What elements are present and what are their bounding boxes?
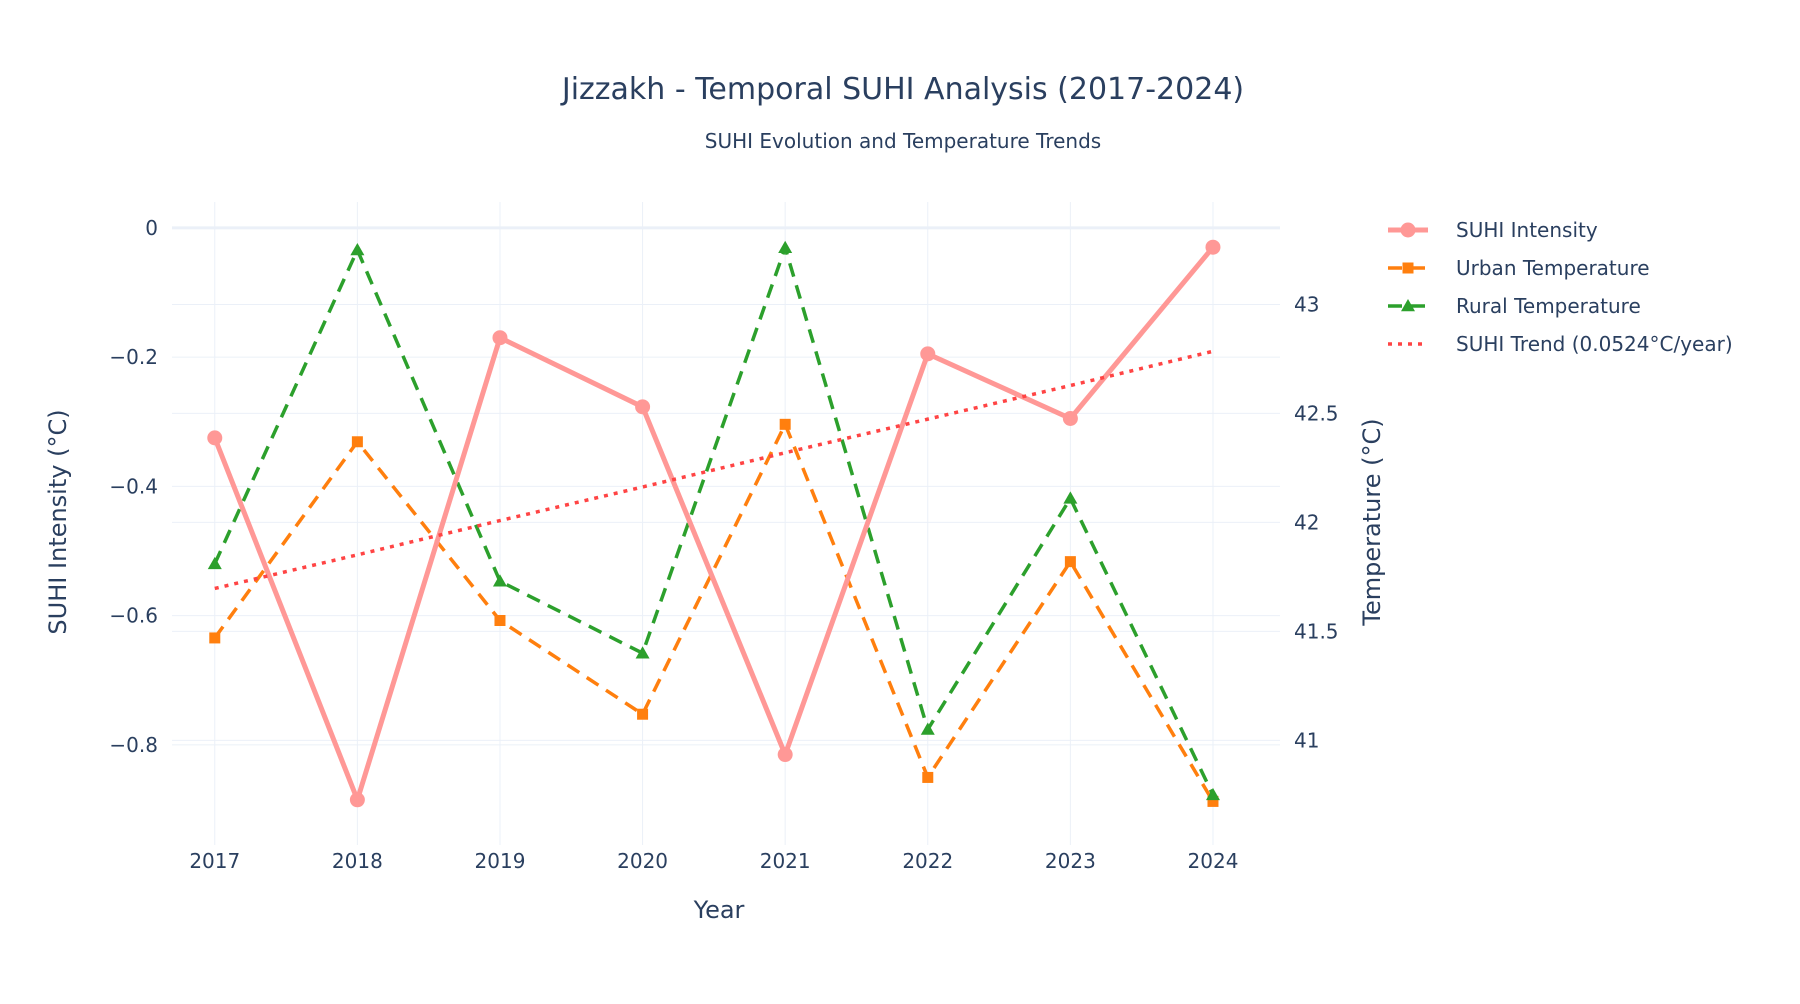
- urban-temperature-point: [209, 632, 221, 644]
- x-tick-label: 2019: [475, 849, 526, 873]
- y-axis-title: SUHI Intensity (°C): [44, 409, 72, 634]
- suhi-intensity-point: [777, 747, 793, 763]
- suhi-intensity-point: [492, 330, 508, 346]
- y-tick-label: 0: [145, 216, 158, 240]
- suhi-intensity-point: [1205, 239, 1221, 255]
- legend-marker-urban-temperature: [1402, 262, 1414, 274]
- y-tick-label: −0.4: [109, 474, 158, 498]
- x-tick-label: 2023: [1045, 849, 1096, 873]
- rural-temperature-line: [213, 246, 1215, 796]
- axis-layer: 2017 2018 2019 2020 2021 2022 2023 2024 0 −0.2 −0.…: [109, 216, 1338, 873]
- x-tick-label: 2017: [189, 849, 240, 873]
- legend-label-suhi-trend-0-0524-c-year: SUHI Trend (0.0524°C/year): [1456, 332, 1733, 356]
- urban-temperature-point: [494, 614, 506, 626]
- rural-temperature-point: [778, 240, 793, 254]
- suhi-intensity-point: [635, 399, 651, 415]
- x-tick-label: 2021: [760, 849, 811, 873]
- suhi-trend-0-0524-c-year-line: [214, 349, 1214, 591]
- y2-tick-label: 41: [1294, 728, 1319, 752]
- urban-temperature-point: [1207, 795, 1219, 807]
- y2-tick-label: 43: [1294, 292, 1319, 316]
- x-tick-label: 2020: [617, 849, 668, 873]
- rural-temperature-point: [635, 646, 650, 659]
- suhi-intensity-point: [349, 792, 365, 808]
- x-axis-title: Year: [693, 896, 745, 924]
- legend: SUHI Intensity Urban Temperature Rural Tem…: [1388, 218, 1733, 356]
- rural-temperature-point: [207, 556, 222, 570]
- y-tick-label: −0.8: [109, 733, 158, 757]
- legend-label-suhi-intensity: SUHI Intensity: [1456, 218, 1598, 242]
- chart-title: Jizzakh - Temporal SUHI Analysis (2017-2…: [560, 72, 1244, 107]
- suhi-intensity-point: [207, 430, 223, 446]
- y2-tick-label: 41.5: [1294, 619, 1339, 643]
- urban-temperature-line: [213, 422, 1215, 803]
- x-tick-label: 2024: [1188, 849, 1239, 873]
- grid-layer: [172, 202, 1280, 845]
- y2-tick-label: 42.5: [1294, 401, 1339, 425]
- legend-label-rural-temperature: Rural Temperature: [1456, 294, 1641, 318]
- urban-temperature-point: [351, 436, 363, 448]
- urban-temperature-point: [922, 771, 934, 783]
- y-tick-label: −0.6: [109, 604, 158, 628]
- rural-temperature-point: [1205, 787, 1220, 801]
- y2-axis-title: Temperature (°C): [1358, 418, 1386, 626]
- urban-temperature-point: [779, 418, 791, 430]
- urban-temperature-point: [1064, 556, 1076, 568]
- suhi-intensity-point: [920, 346, 936, 362]
- legend-marker-rural-temperature: [1401, 299, 1415, 312]
- urban-temperature-point: [637, 708, 649, 720]
- legend-marker-suhi-intensity: [1400, 222, 1416, 238]
- rural-temperature-point: [920, 722, 935, 735]
- chart-subtitle: SUHI Evolution and Temperature Trends: [705, 129, 1101, 153]
- rural-temperature-point: [350, 242, 365, 256]
- rural-temperature-point: [1063, 491, 1078, 504]
- suhi-intensity-point: [1062, 410, 1078, 426]
- y-tick-label: −0.2: [109, 345, 158, 369]
- x-tick-label: 2022: [902, 849, 953, 873]
- rural-temperature-point: [492, 574, 507, 587]
- legend-label-urban-temperature: Urban Temperature: [1456, 256, 1650, 280]
- series-layer: [207, 239, 1221, 808]
- suhi-intensity-line: [212, 245, 1215, 803]
- y2-tick-label: 42: [1294, 510, 1319, 534]
- x-tick-label: 2018: [332, 849, 383, 873]
